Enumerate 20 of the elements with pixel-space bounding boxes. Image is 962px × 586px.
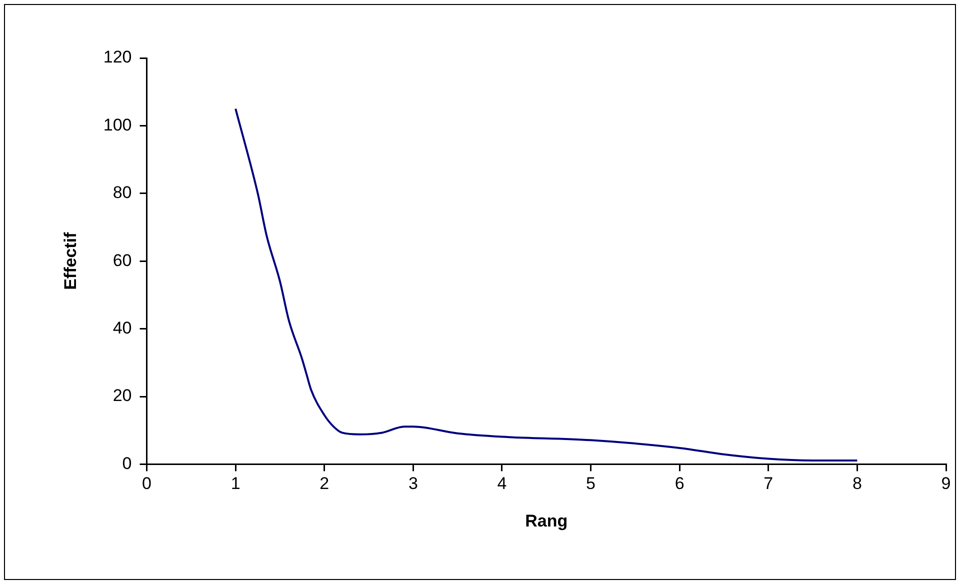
line-series bbox=[234, 108, 858, 462]
y-axis-title: Effectif bbox=[60, 232, 80, 290]
y-tick-label: 80 bbox=[112, 183, 132, 202]
x-tick-label: 3 bbox=[408, 474, 418, 494]
x-tick-label: 4 bbox=[497, 474, 507, 494]
y-tick-label: 20 bbox=[112, 386, 132, 406]
x-tick-label: 6 bbox=[674, 474, 684, 494]
y-tick-label: 120 bbox=[103, 48, 132, 67]
y-tick-label: 40 bbox=[112, 318, 132, 338]
x-tick-label: 2 bbox=[320, 474, 330, 494]
x-tick-label: 7 bbox=[764, 474, 774, 494]
y-tick-label: 60 bbox=[112, 250, 132, 270]
x-tick-label: 1 bbox=[230, 474, 240, 494]
x-tick-label: 0 bbox=[142, 474, 152, 494]
x-tick-label: 9 bbox=[941, 474, 951, 494]
x-tick-label: 5 bbox=[586, 474, 596, 494]
y-tick-label: 100 bbox=[103, 115, 132, 134]
y-tick-label: 0 bbox=[122, 454, 132, 473]
x-axis-title: Rang bbox=[525, 511, 568, 530]
x-tick-label: 8 bbox=[852, 474, 862, 494]
